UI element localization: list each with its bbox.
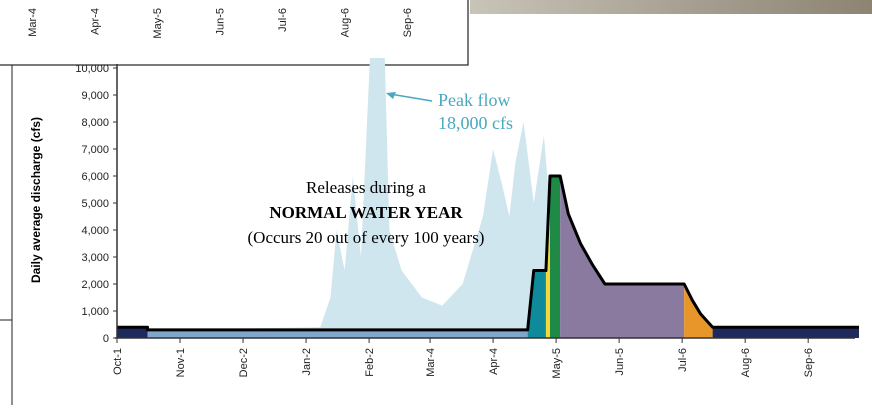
- y-tick-label: 1,000: [81, 306, 109, 318]
- release-area: [712, 327, 859, 338]
- x-tick-label: May-5: [551, 348, 563, 379]
- release-area: [117, 327, 148, 338]
- peak-arrow: [389, 93, 433, 102]
- x-tick-label: Jun-5: [614, 348, 626, 376]
- release-area: [550, 176, 561, 338]
- natural-flow: [117, 58, 859, 338]
- annotation: (Occurs 20 out of every 100 years): [248, 228, 485, 247]
- inset-tick-label: Mar-4: [27, 8, 39, 37]
- annotation: Releases during a: [306, 178, 426, 197]
- release-area: [560, 176, 685, 338]
- y-tick-label: 7,000: [81, 144, 109, 156]
- y-tick-label: 9,000: [81, 90, 109, 102]
- x-tick-label: Nov-1: [175, 348, 187, 377]
- x-tick-label: Feb-2: [364, 348, 376, 377]
- inset-tick-label: Jun-5: [215, 8, 227, 36]
- x-tick-label: Sep-6: [803, 348, 815, 377]
- y-tick-label: 0: [103, 333, 109, 345]
- release-area: [147, 329, 528, 338]
- x-tick-label: Dec-2: [238, 348, 250, 377]
- y-tick-label: 5,000: [81, 198, 109, 210]
- inset-tick-label: Sep-6: [402, 8, 414, 37]
- plot: 0 1,000 2,000 3,000 4,000 5,000 6,000 7,000 8,00…: [75, 63, 859, 379]
- x-tick-label: Jul-6: [677, 348, 689, 372]
- y-tick-label: 4,000: [81, 225, 109, 237]
- y-tick-label: 3,000: [81, 252, 109, 264]
- y-tick-label: 8,000: [81, 117, 109, 129]
- inset-frame: [0, 0, 469, 66]
- release-line: [117, 174, 859, 332]
- x-tick-label: Mar-4: [425, 348, 437, 377]
- photo-strip: [470, 0, 872, 14]
- x-tick-label: Oct-1: [112, 348, 124, 375]
- inset-tick-label: May-5: [152, 8, 164, 39]
- annotation: Peak flow: [438, 90, 510, 110]
- inset-tick-label: Apr-4: [90, 8, 102, 35]
- x-tick-label: Jan-2: [301, 348, 313, 376]
- y-tick-label: 6,000: [81, 171, 109, 183]
- y-tick-label: 2,000: [81, 279, 109, 291]
- annotation: 18,000 cfs: [438, 113, 513, 133]
- inset-tick-label: Jul-6: [277, 8, 289, 32]
- x-tick-label: Apr-4: [488, 348, 500, 375]
- y-axis-label: Daily average discharge (cfs): [29, 117, 43, 283]
- x-tick-label: Aug-6: [740, 348, 752, 377]
- inset-labels: Mar-4 Apr-4 May-5 Jun-5 Jul-6 Aug-6 Sep-6: [27, 8, 414, 39]
- y-tick-label: 10,000: [75, 63, 109, 75]
- natural-flow-area: [117, 58, 859, 338]
- peak-arrowhead: [386, 92, 396, 99]
- inset-tick-label: Aug-6: [340, 8, 352, 37]
- annotation: NORMAL WATER YEAR: [269, 203, 463, 222]
